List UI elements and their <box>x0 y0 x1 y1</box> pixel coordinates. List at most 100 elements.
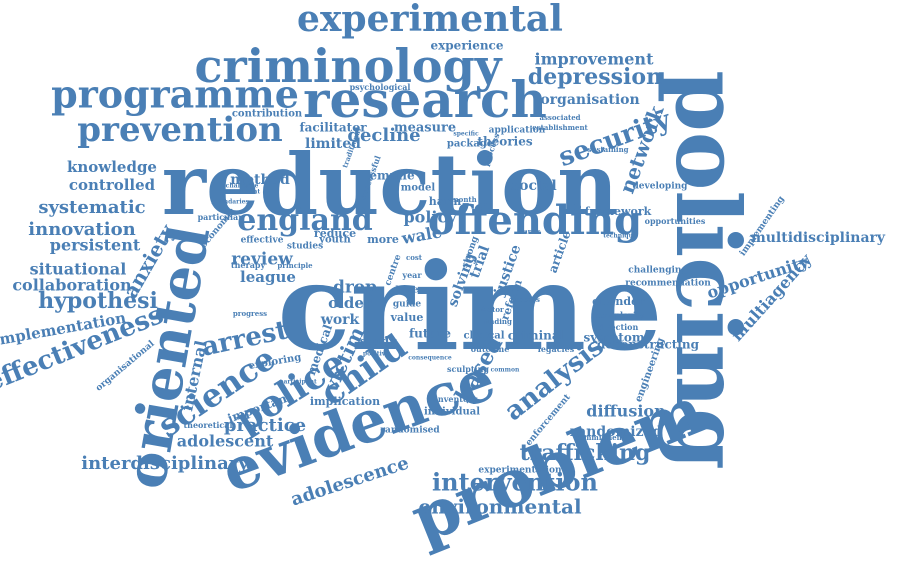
word-direction: direction <box>598 322 639 332</box>
word-theories: theories <box>477 135 532 149</box>
word-value: value <box>390 311 424 324</box>
word-opportunities: opportunities <box>645 216 706 226</box>
word-therapy: therapy <box>231 260 266 270</box>
word-criminal: criminal <box>508 329 565 343</box>
word-positive: positive <box>363 351 389 358</box>
word-individual: individual <box>424 407 480 418</box>
word-policing: policing <box>656 70 760 470</box>
word-prevention: prevention <box>77 110 282 150</box>
word-situational: situational <box>30 260 127 279</box>
word-establishment: establishment <box>532 123 588 132</box>
word-challenging: challenging <box>628 266 688 276</box>
word-process: process <box>510 295 540 304</box>
word-improvement: improvement <box>535 50 655 69</box>
word-outcome: outcome <box>471 344 510 354</box>
word-government: government <box>220 189 261 196</box>
word-studies: studies <box>287 242 323 252</box>
word-framework: framework <box>585 205 652 218</box>
word-experimentation: experimentation <box>478 466 562 476</box>
word-drop: drop <box>333 278 377 298</box>
word-finding: finding <box>484 317 512 326</box>
word-reduce: reduce <box>314 227 356 240</box>
word-practice: practice <box>224 415 306 436</box>
word-future: future <box>409 327 451 341</box>
word-league: league <box>240 268 296 286</box>
word-base: base <box>396 286 419 296</box>
word-associated: associated <box>539 113 580 122</box>
word-youth: youth <box>318 235 351 246</box>
word-theoretical: theoretical <box>183 420 232 430</box>
word-england: england <box>237 203 373 238</box>
word-organisation: organisation <box>540 92 639 108</box>
word-common: common <box>491 367 520 374</box>
word-persistent: persistent <box>50 236 141 255</box>
word-legacies: legacies <box>538 344 575 354</box>
word-psychological: psychological <box>350 82 411 92</box>
word-collaboration: collaboration <box>12 276 132 295</box>
word-factor: factor <box>480 305 504 314</box>
word-study: study <box>360 335 397 349</box>
word-hypothesi: hypothesi <box>38 288 158 314</box>
word-programme: programme <box>51 72 299 117</box>
word-depression: depression <box>528 64 662 90</box>
word-more: more <box>367 233 399 246</box>
word-crime: crime <box>277 237 662 378</box>
word-social: social <box>511 178 556 194</box>
word-clinical: clinical <box>463 331 504 342</box>
word-guide: guide <box>393 300 422 310</box>
word-application: application <box>489 126 546 136</box>
word-consequence: consequence <box>408 355 452 362</box>
word-review: review <box>231 250 293 270</box>
word-multidisciplinary: multidisciplinary <box>751 230 886 246</box>
word-commitment: commitment <box>575 433 626 442</box>
word-specific: specific <box>453 131 479 138</box>
word-intervention: intervention <box>432 468 598 497</box>
word-implication: implication <box>310 395 380 408</box>
word-model: model <box>401 183 436 194</box>
word-reduction: reduction <box>162 135 618 234</box>
word-decline: decline <box>347 125 420 146</box>
word-sustaining: sustaining <box>587 145 628 154</box>
word-harms: harms <box>519 229 541 236</box>
word-adolescent: adolescent <box>177 432 274 451</box>
word-policy: policy <box>403 208 457 227</box>
word-developing: developing <box>633 182 689 192</box>
word-systematic: systematic <box>38 197 145 218</box>
word-randomized: randomized <box>570 424 663 440</box>
word-emmie: emmie <box>369 169 415 183</box>
word-deconstructing: deconstructing <box>597 338 700 352</box>
word-symptom: symptom <box>583 331 644 345</box>
word-inventory: inventory <box>435 394 478 404</box>
word-work: work <box>320 312 360 328</box>
word-method: method <box>230 172 290 188</box>
word-experimental: experimental <box>297 0 563 40</box>
word-year: year <box>401 270 422 280</box>
word-criminology: criminology <box>194 39 502 93</box>
word-contribution: contribution <box>232 109 303 120</box>
word-measure: measure <box>394 121 456 136</box>
word-particular: particular <box>198 212 244 222</box>
word-participant: participant <box>279 379 317 386</box>
word-sculpting: sculpting <box>447 364 489 374</box>
word-environmental: environmental <box>418 495 582 519</box>
word-innovation: innovation <box>28 219 135 240</box>
word-facilitator: facilitator <box>299 121 367 135</box>
word-principle: principle <box>277 261 313 270</box>
word-limited: limited <box>305 136 361 152</box>
word-package: package <box>447 139 493 150</box>
word-knowledge: knowledge <box>67 158 157 176</box>
word-research: research <box>303 70 547 129</box>
word-month: month <box>451 195 477 204</box>
word-recommendation: recommendation <box>625 279 711 289</box>
word-progress: progress <box>233 309 267 318</box>
word-harm: harm <box>429 195 462 208</box>
word-older: older <box>328 294 373 312</box>
word-controlled: controlled <box>69 176 156 194</box>
word-interdisciplinary: interdisciplinary <box>81 453 249 474</box>
word-offender: offender <box>592 295 644 308</box>
word-diffusion: diffusion <box>586 402 666 421</box>
word-effective: effective <box>241 236 284 246</box>
word-boundaries: boundaries <box>211 199 249 206</box>
word-cost: cost <box>406 253 423 262</box>
